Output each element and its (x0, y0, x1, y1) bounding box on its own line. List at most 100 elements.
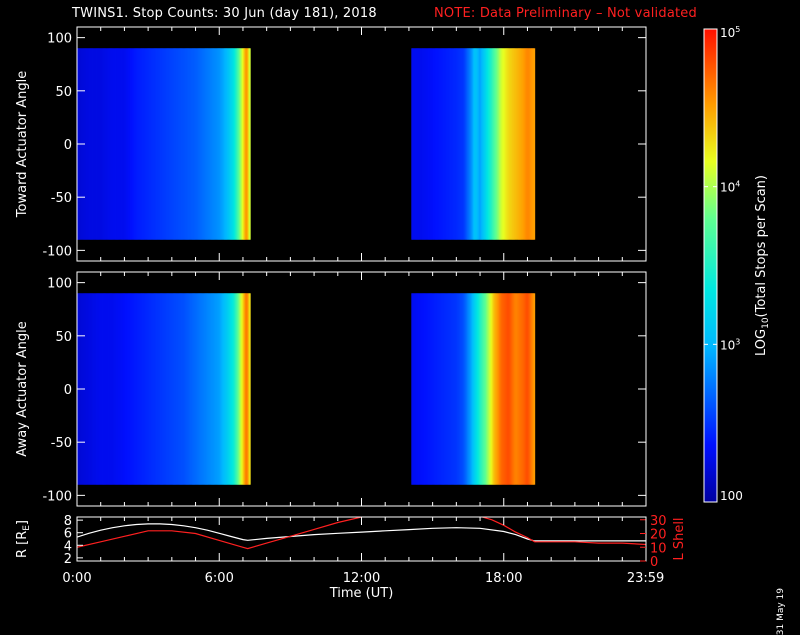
heatmap-cell (178, 48, 181, 240)
heatmap-cell (463, 293, 466, 485)
heatmap-cell (458, 293, 461, 485)
heatmap-cell (183, 48, 186, 240)
heatmap-cell (527, 48, 530, 240)
heatmap-cell (483, 293, 486, 485)
heatmap-cell (158, 48, 161, 240)
heatmap-cell (457, 293, 460, 485)
heatmap-cell (228, 48, 231, 240)
heatmap-cell (85, 48, 88, 240)
heatmap-cell (219, 293, 222, 485)
heatmap-cell (449, 48, 452, 240)
heatmap-cell (450, 48, 453, 240)
heatmap-cell (101, 293, 104, 485)
heatmap-cell (159, 293, 162, 485)
heatmap-cell (491, 293, 494, 485)
heatmap-cell (97, 48, 99, 240)
heatmap-cell (417, 48, 419, 240)
heatmap-cell (194, 48, 197, 240)
heatmap-cell (445, 48, 448, 240)
heatmap-cell (226, 48, 229, 240)
heatmap-cell (94, 293, 97, 485)
heatmap-cell (442, 293, 444, 485)
heatmap-cell (150, 293, 153, 485)
heatmap-cell (222, 293, 225, 485)
heatmap-cell (245, 48, 248, 240)
heatmap-cell (175, 293, 178, 485)
heatmap-cell (229, 48, 232, 240)
heatmap-cell (232, 293, 235, 485)
away-actuator-panel: -100 -50 0 50 100 Away Actuator Angle (15, 271, 647, 507)
heatmap-cell (450, 293, 453, 485)
heatmap-cell (98, 48, 101, 240)
heatmap-cell (421, 293, 424, 485)
heatmap-cell (526, 48, 529, 240)
heatmap-cell (85, 293, 88, 485)
heatmap-cell (464, 48, 467, 240)
heatmap-cell (101, 48, 104, 240)
heatmap-cell (99, 293, 102, 485)
heatmap-cell (189, 293, 192, 485)
heatmap-cell (457, 48, 460, 240)
heatmap-cell (231, 293, 233, 485)
heatmap-cell (126, 293, 129, 485)
heatmap-cell (514, 48, 517, 240)
heatmap-cell (232, 48, 235, 240)
heatmap-cell (130, 293, 133, 485)
heatmap-cell (168, 48, 171, 240)
heatmap-cell (112, 293, 115, 485)
heatmap-cell (142, 293, 144, 485)
heatmap-cell (90, 293, 92, 485)
heatmap-cell (234, 293, 237, 485)
heatmap-cell (411, 293, 414, 485)
heatmap-cell (141, 293, 143, 485)
heatmap-cell (507, 48, 510, 240)
heatmap-cell (158, 293, 161, 485)
heatmap-cell (459, 293, 462, 485)
heatmap-cell (109, 293, 111, 485)
x-tick-label: 12:00 (343, 571, 380, 586)
heatmap-cell (95, 48, 98, 240)
heatmap-cell (508, 293, 511, 485)
heatmap-cell (444, 48, 447, 240)
heatmap-cell (501, 48, 504, 240)
x-tick-label: 18:00 (485, 571, 522, 586)
heatmap-cell (167, 48, 169, 240)
heatmap-cell (489, 293, 492, 485)
heatmap-cell (523, 48, 526, 240)
heatmap-cell (139, 293, 142, 485)
heatmap-cell (149, 293, 152, 485)
heatmap-cell (126, 48, 129, 240)
heatmap-cell (99, 48, 102, 240)
heatmap-cell (139, 48, 142, 240)
heatmap-cell (525, 48, 527, 240)
colorbar-tick-base: 100 (720, 489, 743, 503)
heatmap-cell (142, 48, 144, 240)
heatmap-cell (239, 48, 242, 240)
heatmap-cell (214, 293, 217, 485)
heatmap-cell (84, 293, 86, 485)
x-tick-label: 23:59 (627, 571, 664, 586)
heatmap-cell (495, 48, 498, 240)
heatmap-cell (132, 48, 135, 240)
heatmap-cell (84, 48, 86, 240)
heatmap-cell (154, 293, 156, 485)
heatmap-cell (472, 293, 475, 485)
heatmap-cell (111, 293, 114, 485)
heatmap-cell (476, 293, 479, 485)
heatmap-cell (465, 48, 468, 240)
heatmap-cell (418, 293, 421, 485)
heatmap-cell (239, 293, 242, 485)
heatmap-cell (430, 293, 433, 485)
heatmap-cell (177, 293, 180, 485)
heatmap-cell (156, 293, 159, 485)
heatmap-cell (431, 48, 434, 240)
heatmap-cell (519, 48, 521, 240)
heatmap-cell (246, 48, 249, 240)
heatmap-cell (515, 48, 518, 240)
heatmap-cell (155, 48, 158, 240)
colorbar-tick-base: 10 (720, 338, 735, 352)
heatmap-cell (124, 48, 127, 240)
heatmap-cell (103, 293, 105, 485)
heatmap-cell (451, 48, 454, 240)
